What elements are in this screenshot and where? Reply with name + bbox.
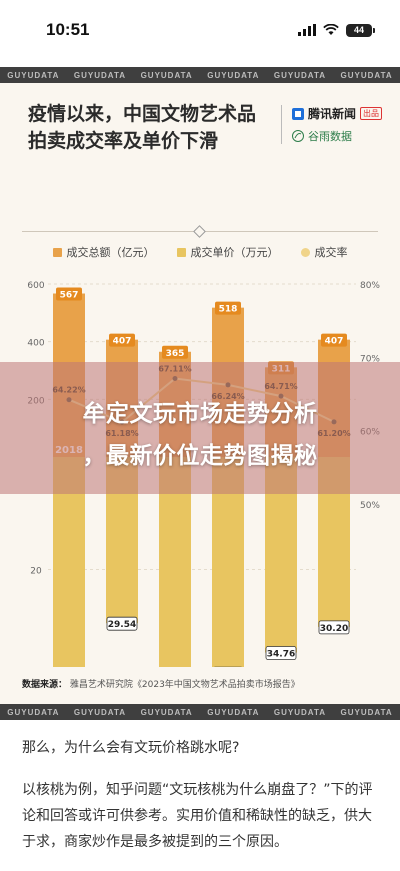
status-time: 10:51: [46, 20, 90, 39]
right-axis-tick: 50%: [360, 501, 380, 511]
right-axis-tick: 70%: [360, 354, 380, 364]
status-bar: 10:51 44: [0, 0, 400, 60]
data-source: 数据来源： 雅昌艺术研究院《2023年中国文物艺术品拍卖市场报告》: [22, 680, 300, 690]
total-label-bg: [215, 301, 241, 315]
status-icons: 44: [298, 23, 375, 37]
article-paragraph: 那么，为什么会有文玩价格跳水呢?: [22, 740, 240, 756]
left-axis-tick: 20: [30, 567, 42, 577]
article-paragraph: 以核桃为例，知乎问题“文玩核桃为什么崩盘了？”下的评论和回答或许可供参考。实用价…: [22, 782, 373, 850]
guyu-data-logo: 谷雨数据: [291, 128, 382, 144]
signal-icon: [298, 24, 316, 36]
tencent-news-logo: 腾讯新闻 出品: [291, 105, 382, 122]
unit-label: 29.54: [108, 620, 136, 630]
total-label-bg: [162, 345, 188, 359]
top-ribbon: GUYUDATA GUYUDATA GUYUDATA GUYUDATA GUYUDAT…: [0, 67, 400, 83]
total-label-bg: [109, 333, 135, 347]
battery-icon: 44: [346, 23, 375, 37]
unit-label-bg: [106, 616, 138, 631]
overlay-title-line2: ，最新价位走势图揭秘: [82, 443, 318, 469]
total-label-bg: [321, 333, 347, 347]
right-axis-tick: 80%: [360, 281, 380, 291]
unit-label-bg: [265, 646, 297, 660]
title-overlay: 牟定文玩市场走势分析 ，最新价位走势图揭秘: [0, 362, 400, 494]
total-label: 518: [219, 305, 238, 315]
left-axis-tick: 600: [27, 281, 44, 291]
total-label: 365: [166, 349, 185, 359]
overlay-title-line1: 牟定文玩市场走势分析: [82, 401, 318, 427]
legend-total: 成交总额（亿元）: [52, 244, 155, 260]
article-body: 那么，为什么会有文玩价格跳水呢? 以核桃为例，知乎问题“文玩核桃为什么崩盘了？”…: [22, 735, 382, 871]
bottom-ribbon: GUYUDATA GUYUDATA GUYUDATA GUYUDATA GUYUDAT…: [0, 704, 400, 720]
left-axis-tick: 400: [27, 339, 44, 349]
leaf-icon: [291, 130, 304, 142]
brand-block: 腾讯新闻 出品 谷雨数据: [280, 105, 382, 144]
infographic-header: 疫情以来，中国文物艺术品 拍卖成交率及单价下滑 腾讯新闻 出品 谷雨数据: [0, 83, 400, 163]
total-label-bg: [56, 287, 82, 301]
tencent-news-icon: [291, 107, 304, 120]
unit-label-bg: [318, 620, 350, 635]
divider-diamond: [193, 225, 206, 238]
total-label: 407: [325, 337, 344, 347]
total-label: 407: [113, 337, 132, 347]
infographic-title: 疫情以来，中国文物艺术品 拍卖成交率及单价下滑: [28, 103, 257, 152]
chart-legend: 成交总额（亿元） 成交单价（万元） 成交率: [0, 244, 400, 260]
legend-unit-price: 成交单价（万元）: [176, 244, 279, 260]
total-label: 567: [60, 291, 79, 301]
unit-label: 30.20: [320, 624, 348, 634]
legend-rate: 成交率: [300, 244, 348, 260]
wifi-icon: [323, 24, 339, 35]
unit-label: 34.76: [267, 650, 295, 660]
